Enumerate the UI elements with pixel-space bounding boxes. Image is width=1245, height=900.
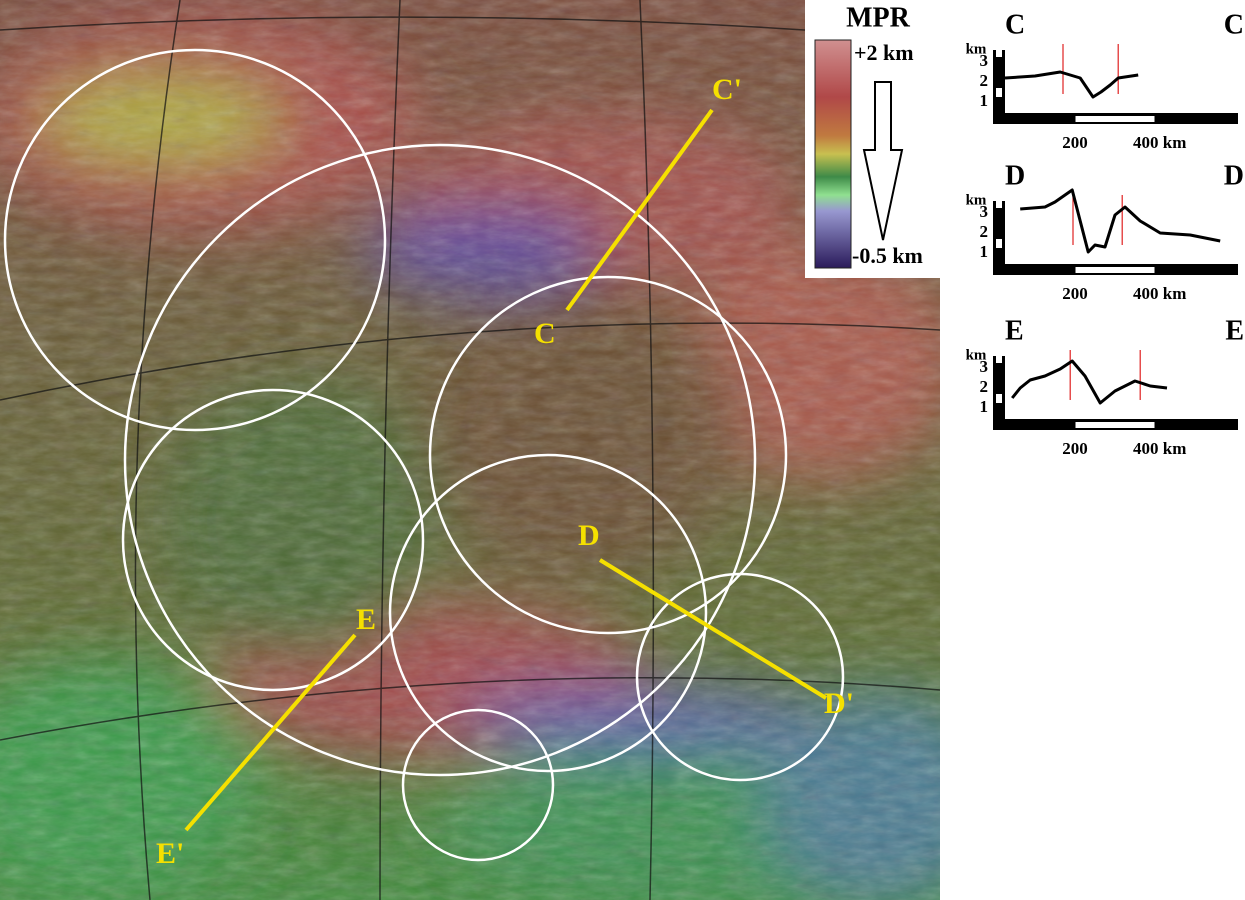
profile-start-label: D <box>1005 160 1025 191</box>
y-axis-segment <box>996 48 1002 57</box>
profile-label: D <box>578 519 600 552</box>
profile-label: C' <box>712 73 742 106</box>
x-tick-label: 400 km <box>1133 284 1186 303</box>
profile-label: E <box>356 603 376 636</box>
y-tick-label: 3 <box>980 357 989 376</box>
legend-title: MPR <box>846 2 911 33</box>
y-axis-segment <box>996 88 1002 97</box>
y-tick-label: 1 <box>980 397 989 416</box>
y-axis-segment <box>996 239 1002 248</box>
y-axis-bar <box>993 356 1005 428</box>
x-tick-label: 200 <box>1062 284 1088 303</box>
profile-start-label: E <box>1005 315 1024 346</box>
x-tick-label: 200 <box>1062 133 1088 152</box>
y-axis-bar <box>993 201 1005 273</box>
x-axis-segment <box>1075 422 1155 428</box>
profile-end-label: E <box>1225 315 1244 346</box>
y-tick-label: 2 <box>980 71 989 90</box>
profile-label: C <box>534 317 556 350</box>
color-scale <box>815 40 851 268</box>
profile-label: D' <box>824 687 854 720</box>
legend-top-label: +2 km <box>854 40 914 65</box>
profile-end-label: C <box>1224 9 1244 40</box>
x-tick-label: 200 <box>1062 439 1088 458</box>
y-tick-label: 2 <box>980 222 989 241</box>
profile-start-label: C <box>1005 9 1025 40</box>
mpr-legend: MPR +2 km -0.5 km <box>805 0 942 278</box>
x-tick-label: 400 km <box>1133 133 1186 152</box>
x-axis-segment <box>1075 267 1155 273</box>
y-axis-segment <box>996 354 1002 363</box>
y-tick-label: 3 <box>980 51 989 70</box>
y-tick-label: 3 <box>980 202 989 221</box>
elevation-profile <box>1020 190 1220 252</box>
legend-bottom-label: -0.5 km <box>852 243 923 268</box>
elevation-profile <box>1012 361 1167 403</box>
profile-end-label: D <box>1224 160 1244 191</box>
y-axis-bar <box>993 50 1005 122</box>
y-tick-label: 1 <box>980 242 989 261</box>
figure: C' C D D' E E' MPR +2 km -0.5 km CCkm123… <box>0 0 1245 900</box>
y-tick-label: 2 <box>980 377 989 396</box>
y-axis-segment <box>996 394 1002 403</box>
x-axis-segment <box>1075 116 1155 122</box>
x-tick-label: 400 km <box>1133 439 1186 458</box>
y-axis-segment <box>996 199 1002 208</box>
y-tick-label: 1 <box>980 91 989 110</box>
profile-label: E' <box>156 837 184 870</box>
